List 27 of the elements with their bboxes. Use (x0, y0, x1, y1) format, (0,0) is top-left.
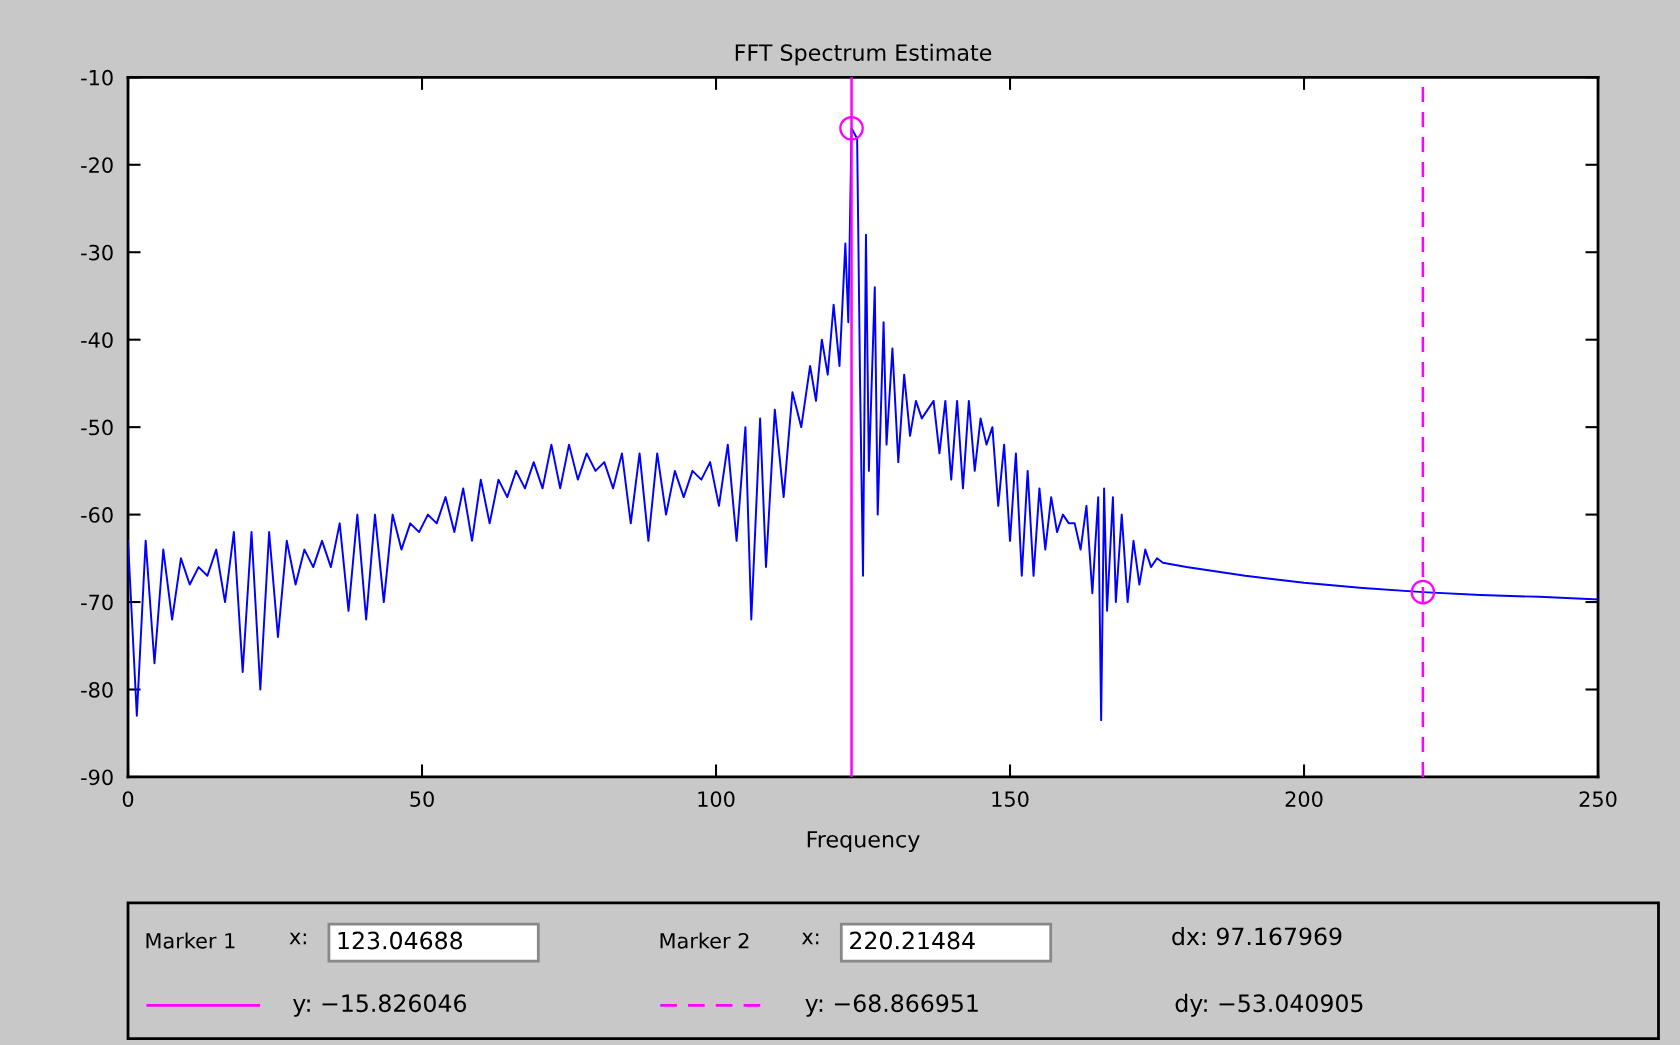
text: 123.04688 (338, 931, 463, 950)
text: 220.21484 (850, 931, 975, 950)
text: x: (801, 932, 819, 945)
y-tick-label: -30 (81, 244, 113, 261)
y-tick-label: -40 (81, 332, 113, 348)
y-tick-label: -80 (81, 681, 113, 698)
x-tick-label: 100 (698, 791, 735, 807)
x-axis-title: Frequency (807, 831, 920, 852)
chart-title: FFT Spectrum Estimate (735, 43, 992, 66)
x-tick-label: 200 (1285, 791, 1323, 807)
y-tick-label: -70 (81, 594, 113, 611)
x-tick-label: 50 (410, 791, 434, 807)
x-tick-label: 0 (122, 791, 134, 807)
y-tick-label: -20 (81, 157, 113, 173)
text: Marker 1 (146, 932, 235, 949)
text: x: (289, 932, 306, 945)
text: dx: 97.167969 (1172, 926, 1342, 946)
y-tick-label: -50 (81, 419, 113, 436)
y-tick-label: -90 (81, 769, 113, 786)
text: y: −68.866951 (805, 994, 978, 1017)
y-tick-label: -10 (81, 69, 113, 86)
y-tick-label: -60 (81, 507, 113, 523)
text: Marker 2 (660, 932, 749, 949)
text: y: −15.826046 (293, 994, 467, 1017)
text: dy: −53.040905 (1175, 993, 1363, 1017)
x-tick-label: 150 (992, 791, 1029, 807)
x-tick-label: 250 (1579, 791, 1617, 807)
